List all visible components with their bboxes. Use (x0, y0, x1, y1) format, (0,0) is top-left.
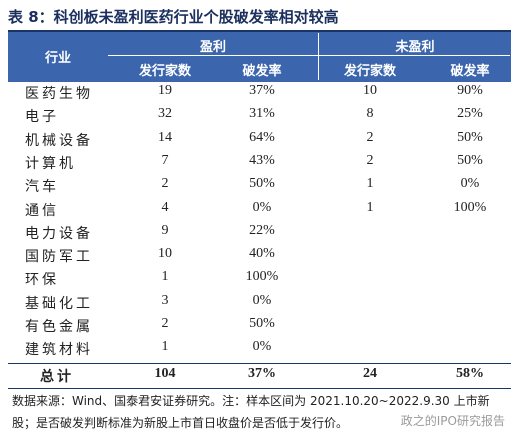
cell: 0% (252, 292, 272, 308)
header-cell: 破发率 (450, 64, 490, 79)
cell: 8 (366, 106, 374, 122)
row-label: 建筑材料 (25, 342, 93, 359)
cell: 37% (248, 365, 276, 381)
cell: 100% (453, 199, 487, 215)
cell: 24 (363, 365, 377, 381)
cell: 100% (245, 269, 279, 285)
rule (8, 387, 511, 389)
cell: 2 (366, 129, 374, 145)
cell: 58% (456, 365, 484, 381)
cell: 50% (249, 316, 275, 331)
cell: 43% (249, 152, 275, 168)
cell: 1 (161, 269, 169, 285)
cell: 22% (249, 222, 275, 238)
cell: 25% (457, 106, 483, 122)
cell: 14 (158, 129, 172, 145)
cell: 4 (161, 199, 169, 215)
table-title: 表 8：科创板未盈利医药行业个股破发率相对较高 (8, 8, 339, 26)
cell: 2 (366, 152, 374, 168)
cell: 10 (363, 83, 377, 98)
header-cell: 发行家数 (138, 64, 191, 79)
row-label: 机械设备 (25, 132, 93, 149)
cell: 1 (366, 176, 374, 192)
row-label: 环保 (25, 272, 59, 289)
row-label: 有色金属 (25, 319, 93, 335)
header-cell: 盈利 (199, 40, 226, 55)
cell: 90% (457, 83, 483, 98)
row-label: 电子 (25, 109, 59, 126)
cell: 0% (252, 339, 272, 355)
cell: 50% (457, 129, 483, 145)
row-label: 总计 (40, 368, 74, 385)
footnote: 数据来源：Wind、国泰君安证券研究。注：样本区间为 2021.10.20~20… (12, 394, 490, 430)
row-label: 医药生物 (25, 86, 93, 102)
cell: 2 (161, 316, 169, 331)
cell: 9 (161, 222, 169, 238)
cell: 2 (161, 176, 169, 192)
cell: 19 (158, 83, 172, 98)
header-cell: 破发率 (242, 64, 282, 79)
cell: 1 (161, 339, 169, 355)
cell: 50% (457, 152, 483, 168)
cell: 37% (249, 83, 275, 98)
cell: 0% (460, 176, 480, 192)
row-label: 国防军工 (25, 249, 93, 266)
cell: 1 (366, 199, 374, 215)
row-label: 电力设备 (25, 225, 93, 242)
cell: 0% (252, 199, 272, 215)
cell: 31% (249, 106, 275, 122)
group-divider (318, 33, 319, 80)
header-cell: 行业 (44, 51, 71, 66)
cell: 40% (249, 246, 275, 262)
table-header (8, 30, 511, 82)
row-label: 计算机 (25, 155, 76, 172)
rule (8, 362, 511, 364)
row-label: 基础化工 (25, 295, 93, 312)
cell: 64% (249, 129, 275, 145)
header-divider (108, 55, 510, 56)
cell: 7 (161, 152, 169, 168)
cell: 10 (158, 246, 172, 262)
cell: 32 (158, 106, 172, 122)
header-cell: 未盈利 (395, 40, 435, 55)
cell: 104 (154, 365, 176, 381)
header-cell: 发行家数 (343, 64, 396, 79)
row-label: 通信 (25, 202, 59, 219)
cell: 3 (161, 292, 169, 308)
watermark: 政之的IPO研究报告 (400, 414, 505, 428)
cell: 50% (249, 176, 275, 192)
row-label: 汽车 (25, 179, 59, 196)
